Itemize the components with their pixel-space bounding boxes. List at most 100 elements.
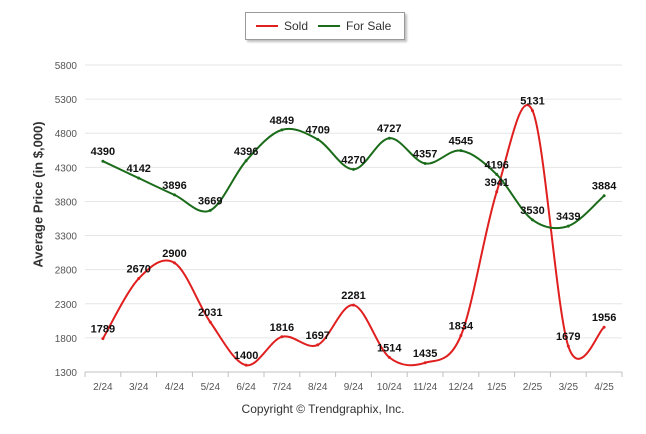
y-tick-label: 5300 (55, 95, 78, 106)
x-tick-label: 4/25 (594, 382, 614, 393)
data-label-for-sale: 3884 (592, 181, 617, 193)
data-label-sold: 3941 (484, 177, 508, 189)
x-tick-label: 3/25 (559, 382, 579, 393)
x-tick-label: 12/24 (448, 382, 473, 393)
data-label-for-sale: 3896 (162, 180, 186, 192)
data-label-sold: 2670 (126, 264, 150, 276)
data-point-for-sale (352, 167, 355, 171)
data-point-for-sale (280, 128, 284, 132)
data-label-sold: 5131 (520, 96, 544, 108)
data-point-sold (602, 325, 606, 329)
data-label-for-sale: 4709 (305, 124, 329, 136)
data-label-for-sale: 4727 (377, 123, 401, 135)
y-tick-label: 3800 (55, 197, 78, 208)
legend-label-sold: Sold (284, 19, 309, 33)
x-tick-label: 9/24 (344, 382, 364, 393)
data-labels: 1789 2670 2900 2031 1400 1816 1697 2281 1514 1435… (91, 96, 618, 363)
x-tick-label: 4/24 (165, 382, 185, 393)
data-point-for-sale (531, 218, 534, 222)
data-label-for-sale: 4390 (91, 146, 115, 158)
y-tick-label: 4800 (55, 129, 78, 140)
data-label-sold: 1834 (449, 321, 474, 333)
y-axis-ticks: 1300 1800 2300 2800 3300 3800 4300 4800 5300 5800 (55, 61, 78, 379)
data-label-for-sale: 3439 (556, 211, 580, 223)
data-label-sold: 1435 (413, 348, 437, 360)
data-point-sold (352, 303, 355, 307)
data-point-sold (387, 355, 391, 359)
y-tick-label: 4300 (55, 163, 78, 174)
data-point-sold (316, 343, 320, 347)
data-point-sold (423, 361, 427, 365)
legend: Sold For Sale (245, 12, 405, 40)
data-label-sold: 2031 (198, 307, 222, 319)
data-point-sold (566, 344, 570, 348)
series-line-sold (102, 104, 605, 367)
data-label-sold: 2900 (162, 248, 186, 260)
grid-lines (85, 64, 622, 373)
y-tick-label: 2300 (55, 300, 78, 311)
x-tick-label: 3/24 (129, 382, 149, 393)
x-tick-label: 7/24 (272, 382, 292, 393)
data-label-sold: 1816 (270, 322, 294, 334)
data-label-for-sale: 3669 (198, 195, 222, 207)
data-point-sold (280, 335, 284, 339)
data-label-sold: 2281 (341, 290, 365, 302)
data-point-for-sale (459, 149, 463, 153)
data-label-sold: 1514 (377, 342, 402, 354)
x-tick-label: 8/24 (308, 382, 328, 393)
x-axis-ticks: 2/24 3/24 4/24 5/24 6/24 7/24 8/24 9/24 10/24 11/… (84, 372, 623, 393)
x-tick-label: 5/24 (201, 382, 221, 393)
data-label-for-sale: 4270 (341, 154, 365, 166)
data-point-for-sale (423, 161, 427, 165)
x-tick-label: 2/24 (93, 382, 113, 393)
legend-swatch-for-sale (318, 25, 340, 27)
y-tick-label: 3300 (55, 232, 78, 243)
data-point-for-sale (101, 159, 105, 163)
data-label-sold: 1697 (305, 330, 329, 342)
y-tick-label: 1300 (55, 368, 78, 379)
data-point-sold (531, 109, 534, 113)
data-label-sold: 1679 (556, 331, 580, 343)
data-label-for-sale: 3530 (520, 205, 544, 217)
data-label-for-sale: 4142 (126, 163, 150, 175)
y-tick-label: 5800 (55, 61, 78, 72)
data-point-sold (101, 337, 105, 341)
data-point-for-sale (208, 208, 212, 212)
data-label-for-sale: 4196 (484, 159, 508, 171)
data-label-for-sale: 4357 (413, 148, 437, 160)
copyright-text: Copyright © Trendgraphix, Inc. (241, 402, 405, 416)
x-tick-label: 11/24 (413, 382, 438, 393)
y-tick-label: 2800 (55, 266, 78, 277)
data-point-for-sale (602, 194, 606, 198)
data-point-sold (495, 190, 499, 194)
x-tick-label: 1/25 (487, 382, 507, 393)
data-point-sold (137, 277, 141, 281)
x-tick-label: 2/25 (523, 382, 543, 393)
x-tick-label: 10/24 (377, 382, 402, 393)
series-lines (101, 104, 606, 367)
data-label-for-sale: 4545 (449, 136, 473, 148)
data-label-sold: 1400 (234, 350, 258, 362)
legend-swatch-sold (256, 25, 278, 27)
data-label-sold: 1956 (592, 312, 616, 324)
data-point-sold (208, 320, 212, 324)
data-point-for-sale (137, 176, 141, 180)
data-point-sold (459, 334, 463, 338)
x-tick-label: 6/24 (236, 382, 256, 393)
data-label-for-sale: 4396 (234, 146, 258, 158)
data-point-for-sale (316, 137, 320, 141)
y-axis-title: Average Price (in $,000) (30, 121, 46, 268)
legend-item-sold[interactable]: Sold (256, 13, 308, 39)
y-tick-label: 1800 (55, 334, 78, 345)
data-label-sold: 1789 (91, 324, 115, 336)
legend-item-for-sale[interactable]: For Sale (318, 13, 391, 39)
data-point-sold (173, 261, 176, 265)
data-label-for-sale: 4849 (270, 115, 294, 127)
data-point-for-sale (495, 172, 499, 176)
data-point-for-sale (244, 159, 248, 163)
data-point-for-sale (566, 224, 570, 228)
legend-label-for-sale: For Sale (346, 19, 392, 33)
data-point-sold (244, 363, 248, 367)
data-point-for-sale (387, 136, 391, 140)
